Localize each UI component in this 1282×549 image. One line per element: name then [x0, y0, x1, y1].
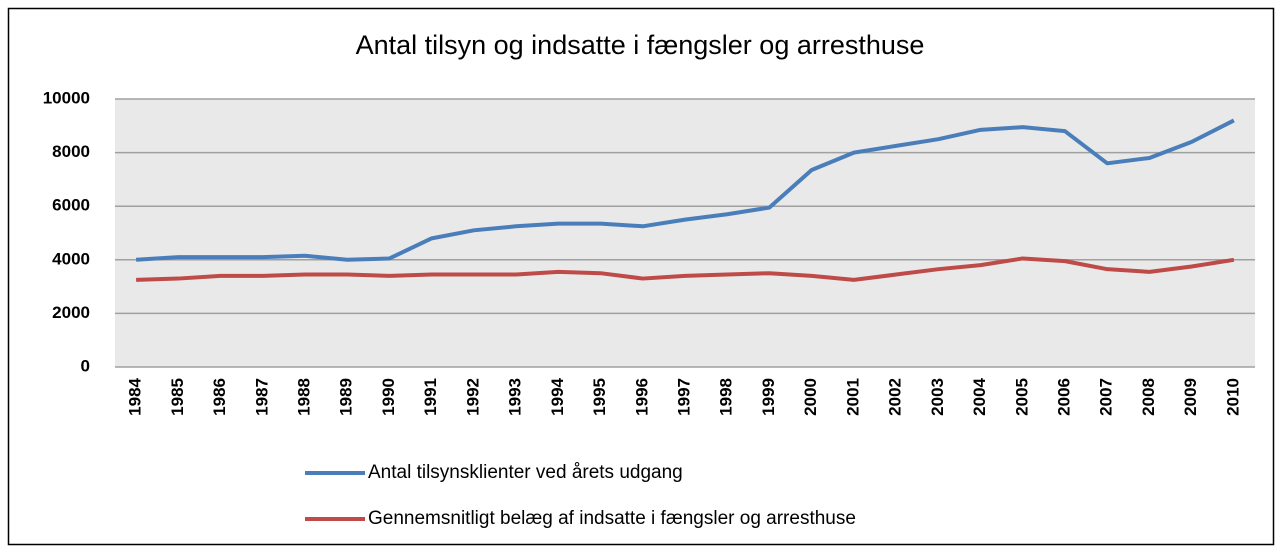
x-tick-label: 1988	[294, 378, 313, 416]
x-tick-label: 2008	[1139, 378, 1158, 416]
x-tick-label: 2007	[1097, 378, 1116, 416]
x-tick-label: 1993	[506, 378, 525, 416]
x-tick-label: 2002	[886, 378, 905, 416]
y-tick-label: 10000	[43, 88, 90, 107]
x-tick-label: 1992	[463, 378, 482, 416]
x-tick-label: 2003	[928, 378, 947, 416]
series-line	[136, 256, 1235, 282]
x-tick-label: 1986	[210, 378, 229, 416]
x-tick-label: 1991	[421, 378, 440, 416]
x-tick-label: 1984	[126, 377, 145, 415]
x-tick-label: 1987	[252, 378, 271, 416]
x-tick-label: 2009	[1181, 378, 1200, 416]
x-tick-label: 2010	[1223, 378, 1242, 416]
x-tick-label: 1999	[759, 378, 778, 416]
chart-title: Antal tilsyn og indsatte i fængsler og a…	[356, 30, 925, 60]
y-tick-label: 8000	[52, 142, 90, 161]
x-tick-label: 1985	[168, 378, 187, 416]
x-tick-label: 1997	[674, 378, 693, 416]
legend-label: Gennemsnitligt belæg af indsatte i fængs…	[368, 508, 856, 529]
x-tick-label: 2001	[843, 378, 862, 416]
y-tick-label: 4000	[52, 249, 90, 268]
x-tick-label: 1990	[379, 378, 398, 416]
plot-area	[115, 99, 1255, 367]
x-tick-label: 2005	[1012, 378, 1031, 416]
x-tick-label: 1989	[337, 378, 356, 416]
x-tick-label: 1994	[548, 377, 567, 415]
x-tick-label: 2004	[970, 377, 989, 415]
x-tick-label: 1995	[590, 378, 609, 416]
x-tick-label: 1996	[632, 378, 651, 416]
x-tick-label: 2000	[801, 378, 820, 416]
legend-label: Antal tilsynsklienter ved årets udgang	[368, 462, 683, 483]
series-line	[135, 118, 1235, 262]
x-tick-label: 1998	[717, 378, 736, 416]
y-tick-label: 0	[81, 356, 90, 375]
x-tick-label: 2006	[1054, 378, 1073, 416]
y-tick-label: 6000	[52, 196, 90, 215]
y-tick-label: 2000	[52, 303, 90, 322]
